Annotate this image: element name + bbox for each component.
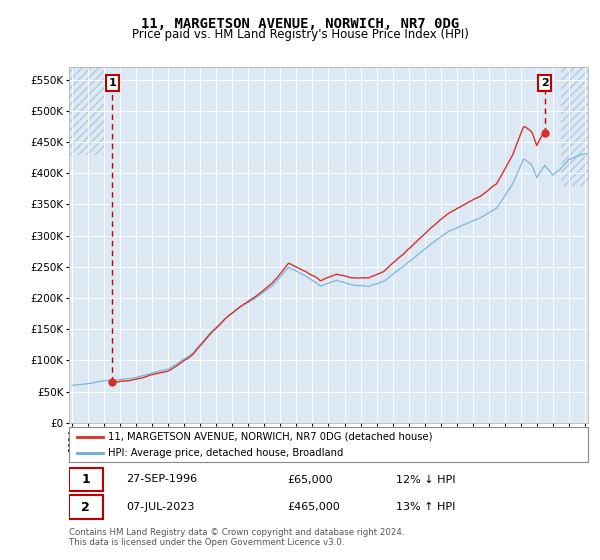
Text: 11, MARGETSON AVENUE, NORWICH, NR7 0DG: 11, MARGETSON AVENUE, NORWICH, NR7 0DG — [141, 16, 459, 30]
FancyBboxPatch shape — [69, 427, 588, 462]
Text: £65,000: £65,000 — [287, 474, 332, 484]
Text: 13% ↑ HPI: 13% ↑ HPI — [396, 502, 455, 512]
Bar — [69, 67, 104, 155]
Text: HPI: Average price, detached house, Broadland: HPI: Average price, detached house, Broa… — [108, 449, 343, 458]
Text: 07-JUL-2023: 07-JUL-2023 — [126, 502, 194, 512]
Text: 2: 2 — [541, 78, 548, 88]
Text: 1: 1 — [81, 473, 90, 486]
Text: 11, MARGETSON AVENUE, NORWICH, NR7 0DG (detached house): 11, MARGETSON AVENUE, NORWICH, NR7 0DG (… — [108, 432, 433, 442]
Text: Price paid vs. HM Land Registry's House Price Index (HPI): Price paid vs. HM Land Registry's House … — [131, 28, 469, 41]
Text: Contains HM Land Registry data © Crown copyright and database right 2024.
This d: Contains HM Land Registry data © Crown c… — [69, 528, 404, 547]
Text: 27-SEP-1996: 27-SEP-1996 — [126, 474, 197, 484]
Bar — [69, 496, 103, 519]
Bar — [69, 468, 103, 491]
Text: 12% ↓ HPI: 12% ↓ HPI — [396, 474, 455, 484]
Text: £465,000: £465,000 — [287, 502, 340, 512]
Text: 2: 2 — [81, 501, 90, 514]
Text: 1: 1 — [109, 78, 116, 88]
Bar — [561, 67, 588, 186]
